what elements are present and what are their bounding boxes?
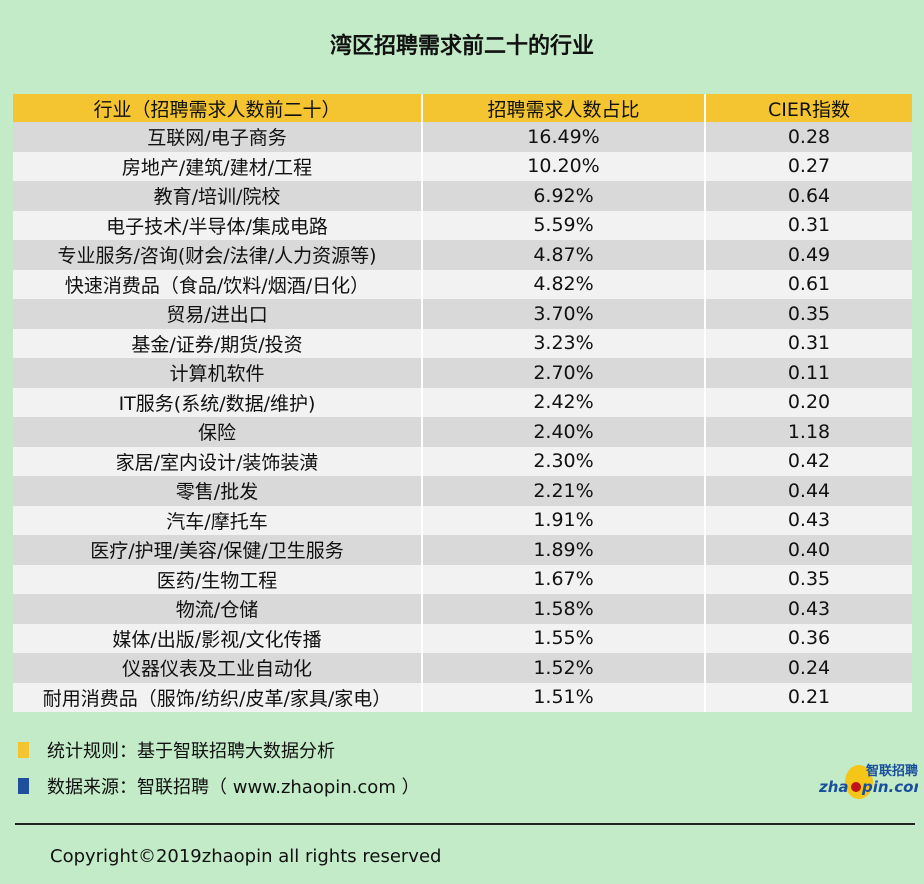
- cier-cell: 0.24: [705, 653, 912, 683]
- industry-cell: 快速消费品（食品/饮料/烟酒/日化）: [13, 269, 423, 299]
- industry-cell: 电子技术/半导体/集成电路: [13, 210, 423, 240]
- cier-cell: 0.43: [705, 594, 912, 624]
- share-cell: 6.92%: [422, 181, 706, 211]
- share-cell: 4.87%: [422, 240, 706, 270]
- industry-cell: 仪器仪表及工业自动化: [13, 653, 423, 683]
- share-cell: 5.59%: [422, 210, 706, 240]
- blue-square-icon: [18, 778, 29, 794]
- cier-cell: 0.28: [705, 122, 912, 152]
- yellow-square-icon: [18, 742, 29, 758]
- industry-cell: 物流/仓储: [13, 594, 423, 624]
- copyright: Copyright©2019zhaopin all rights reserve…: [50, 846, 442, 867]
- cier-cell: 0.42: [705, 446, 912, 476]
- share-cell: 1.91%: [422, 505, 706, 535]
- table-row: 计算机软件 2.70% 0.11: [13, 358, 912, 388]
- industry-cell: 房地产/建筑/建材/工程: [13, 151, 423, 181]
- table-row: 贸易/进出口 3.70% 0.35: [13, 299, 912, 329]
- svg-text:智联招聘: 智联招聘: [866, 763, 918, 779]
- cier-cell: 0.40: [705, 535, 912, 565]
- share-cell: 2.40%: [422, 417, 706, 447]
- table-row: 汽车/摩托车 1.91% 0.43: [13, 505, 912, 535]
- industry-cell: 保险: [13, 417, 423, 447]
- cier-cell: 0.44: [705, 476, 912, 506]
- cier-cell: 0.20: [705, 387, 912, 417]
- table-row: 专业服务/咨询(财会/法律/人力资源等) 4.87% 0.49: [13, 240, 912, 270]
- industry-table: 行业（招聘需求人数前二十） 招聘需求人数占比 CIER指数 互联网/电子商务 16.4…: [13, 94, 912, 712]
- industry-cell: 家居/室内设计/装饰装潢: [13, 446, 423, 476]
- industry-cell: 汽车/摩托车: [13, 505, 423, 535]
- share-cell: 1.52%: [422, 653, 706, 683]
- table-row: 物流/仓储 1.58% 0.43: [13, 594, 912, 624]
- share-cell: 2.21%: [422, 476, 706, 506]
- share-cell: 2.30%: [422, 446, 706, 476]
- table-row: 教育/培训/院校 6.92% 0.64: [13, 181, 912, 211]
- share-cell: 2.42%: [422, 387, 706, 417]
- page-title: 湾区招聘需求前二十的行业: [329, 34, 594, 59]
- cier-cell: 0.64: [705, 181, 912, 211]
- industry-cell: 耐用消费品（服饰/纺织/皮革/家具/家电）: [13, 682, 423, 712]
- industry-cell: 计算机软件: [13, 358, 423, 388]
- cier-cell: 0.43: [705, 505, 912, 535]
- share-cell: 2.70%: [422, 358, 706, 388]
- industry-cell: 医药/生物工程: [13, 564, 423, 594]
- note-source-text: 数据来源：智联招聘（ www.zhaopin.com ）: [47, 777, 420, 798]
- cier-cell: 0.35: [705, 564, 912, 594]
- cier-cell: 0.31: [705, 210, 912, 240]
- share-cell: 1.51%: [422, 682, 706, 712]
- share-cell: 3.70%: [422, 299, 706, 329]
- industry-cell: 互联网/电子商务: [13, 122, 423, 152]
- svg-text:zha: zha: [818, 778, 849, 796]
- table-row: 零售/批发 2.21% 0.44: [13, 476, 912, 506]
- cier-cell: 0.31: [705, 328, 912, 358]
- divider: [15, 823, 915, 825]
- share-cell: 1.67%: [422, 564, 706, 594]
- share-cell: 3.23%: [422, 328, 706, 358]
- share-cell: 1.58%: [422, 594, 706, 624]
- cier-cell: 0.11: [705, 358, 912, 388]
- industry-cell: IT服务(系统/数据/维护): [13, 387, 423, 417]
- share-cell: 1.89%: [422, 535, 706, 565]
- share-cell: 1.55%: [422, 623, 706, 653]
- table-row: 医药/生物工程 1.67% 0.35: [13, 564, 912, 594]
- industry-cell: 零售/批发: [13, 476, 423, 506]
- industry-cell: 专业服务/咨询(财会/法律/人力资源等): [13, 240, 423, 270]
- table-row: 仪器仪表及工业自动化 1.52% 0.24: [13, 653, 912, 683]
- zhaopin-logo: 智联招聘 zha pin.com: [818, 763, 918, 799]
- svg-text:pin.com: pin.com: [861, 778, 918, 796]
- table-row: 保险 2.40% 1.18: [13, 417, 912, 447]
- table-row: IT服务(系统/数据/维护) 2.42% 0.20: [13, 387, 912, 417]
- cier-cell: 1.18: [705, 417, 912, 447]
- table-row: 媒体/出版/影视/文化传播 1.55% 0.36: [13, 623, 912, 653]
- column-header: 招聘需求人数占比: [422, 94, 706, 122]
- table-row: 基金/证券/期货/投资 3.23% 0.31: [13, 328, 912, 358]
- note-rule: 统计规则：基于智联招聘大数据分析: [18, 737, 335, 763]
- table-header: 行业（招聘需求人数前二十） 招聘需求人数占比 CIER指数: [13, 94, 912, 122]
- industry-cell: 基金/证券/期货/投资: [13, 328, 423, 358]
- industry-cell: 贸易/进出口: [13, 299, 423, 329]
- table-row: 医疗/护理/美容/保健/卫生服务 1.89% 0.40: [13, 535, 912, 565]
- share-cell: 4.82%: [422, 269, 706, 299]
- industry-cell: 医疗/护理/美容/保健/卫生服务: [13, 535, 423, 565]
- cier-cell: 0.35: [705, 299, 912, 329]
- table-row: 耐用消费品（服饰/纺织/皮革/家具/家电） 1.51% 0.21: [13, 682, 912, 712]
- table-row: 互联网/电子商务 16.49% 0.28: [13, 122, 912, 152]
- cier-cell: 0.49: [705, 240, 912, 270]
- cier-cell: 0.61: [705, 269, 912, 299]
- industry-cell: 教育/培训/院校: [13, 181, 423, 211]
- table-row: 快速消费品（食品/饮料/烟酒/日化） 4.82% 0.61: [13, 269, 912, 299]
- cier-cell: 0.21: [705, 682, 912, 712]
- cier-cell: 0.27: [705, 151, 912, 181]
- cier-cell: 0.36: [705, 623, 912, 653]
- note-source: 数据来源：智联招聘（ www.zhaopin.com ）: [18, 773, 420, 799]
- table-row: 家居/室内设计/装饰装潢 2.30% 0.42: [13, 446, 912, 476]
- share-cell: 10.20%: [422, 151, 706, 181]
- table-row: 电子技术/半导体/集成电路 5.59% 0.31: [13, 210, 912, 240]
- table-row: 房地产/建筑/建材/工程 10.20% 0.27: [13, 151, 912, 181]
- column-header: 行业（招聘需求人数前二十）: [13, 94, 423, 122]
- industry-cell: 媒体/出版/影视/文化传播: [13, 623, 423, 653]
- note-rule-text: 统计规则：基于智联招聘大数据分析: [47, 741, 335, 762]
- share-cell: 16.49%: [422, 122, 706, 152]
- column-header: CIER指数: [705, 94, 912, 122]
